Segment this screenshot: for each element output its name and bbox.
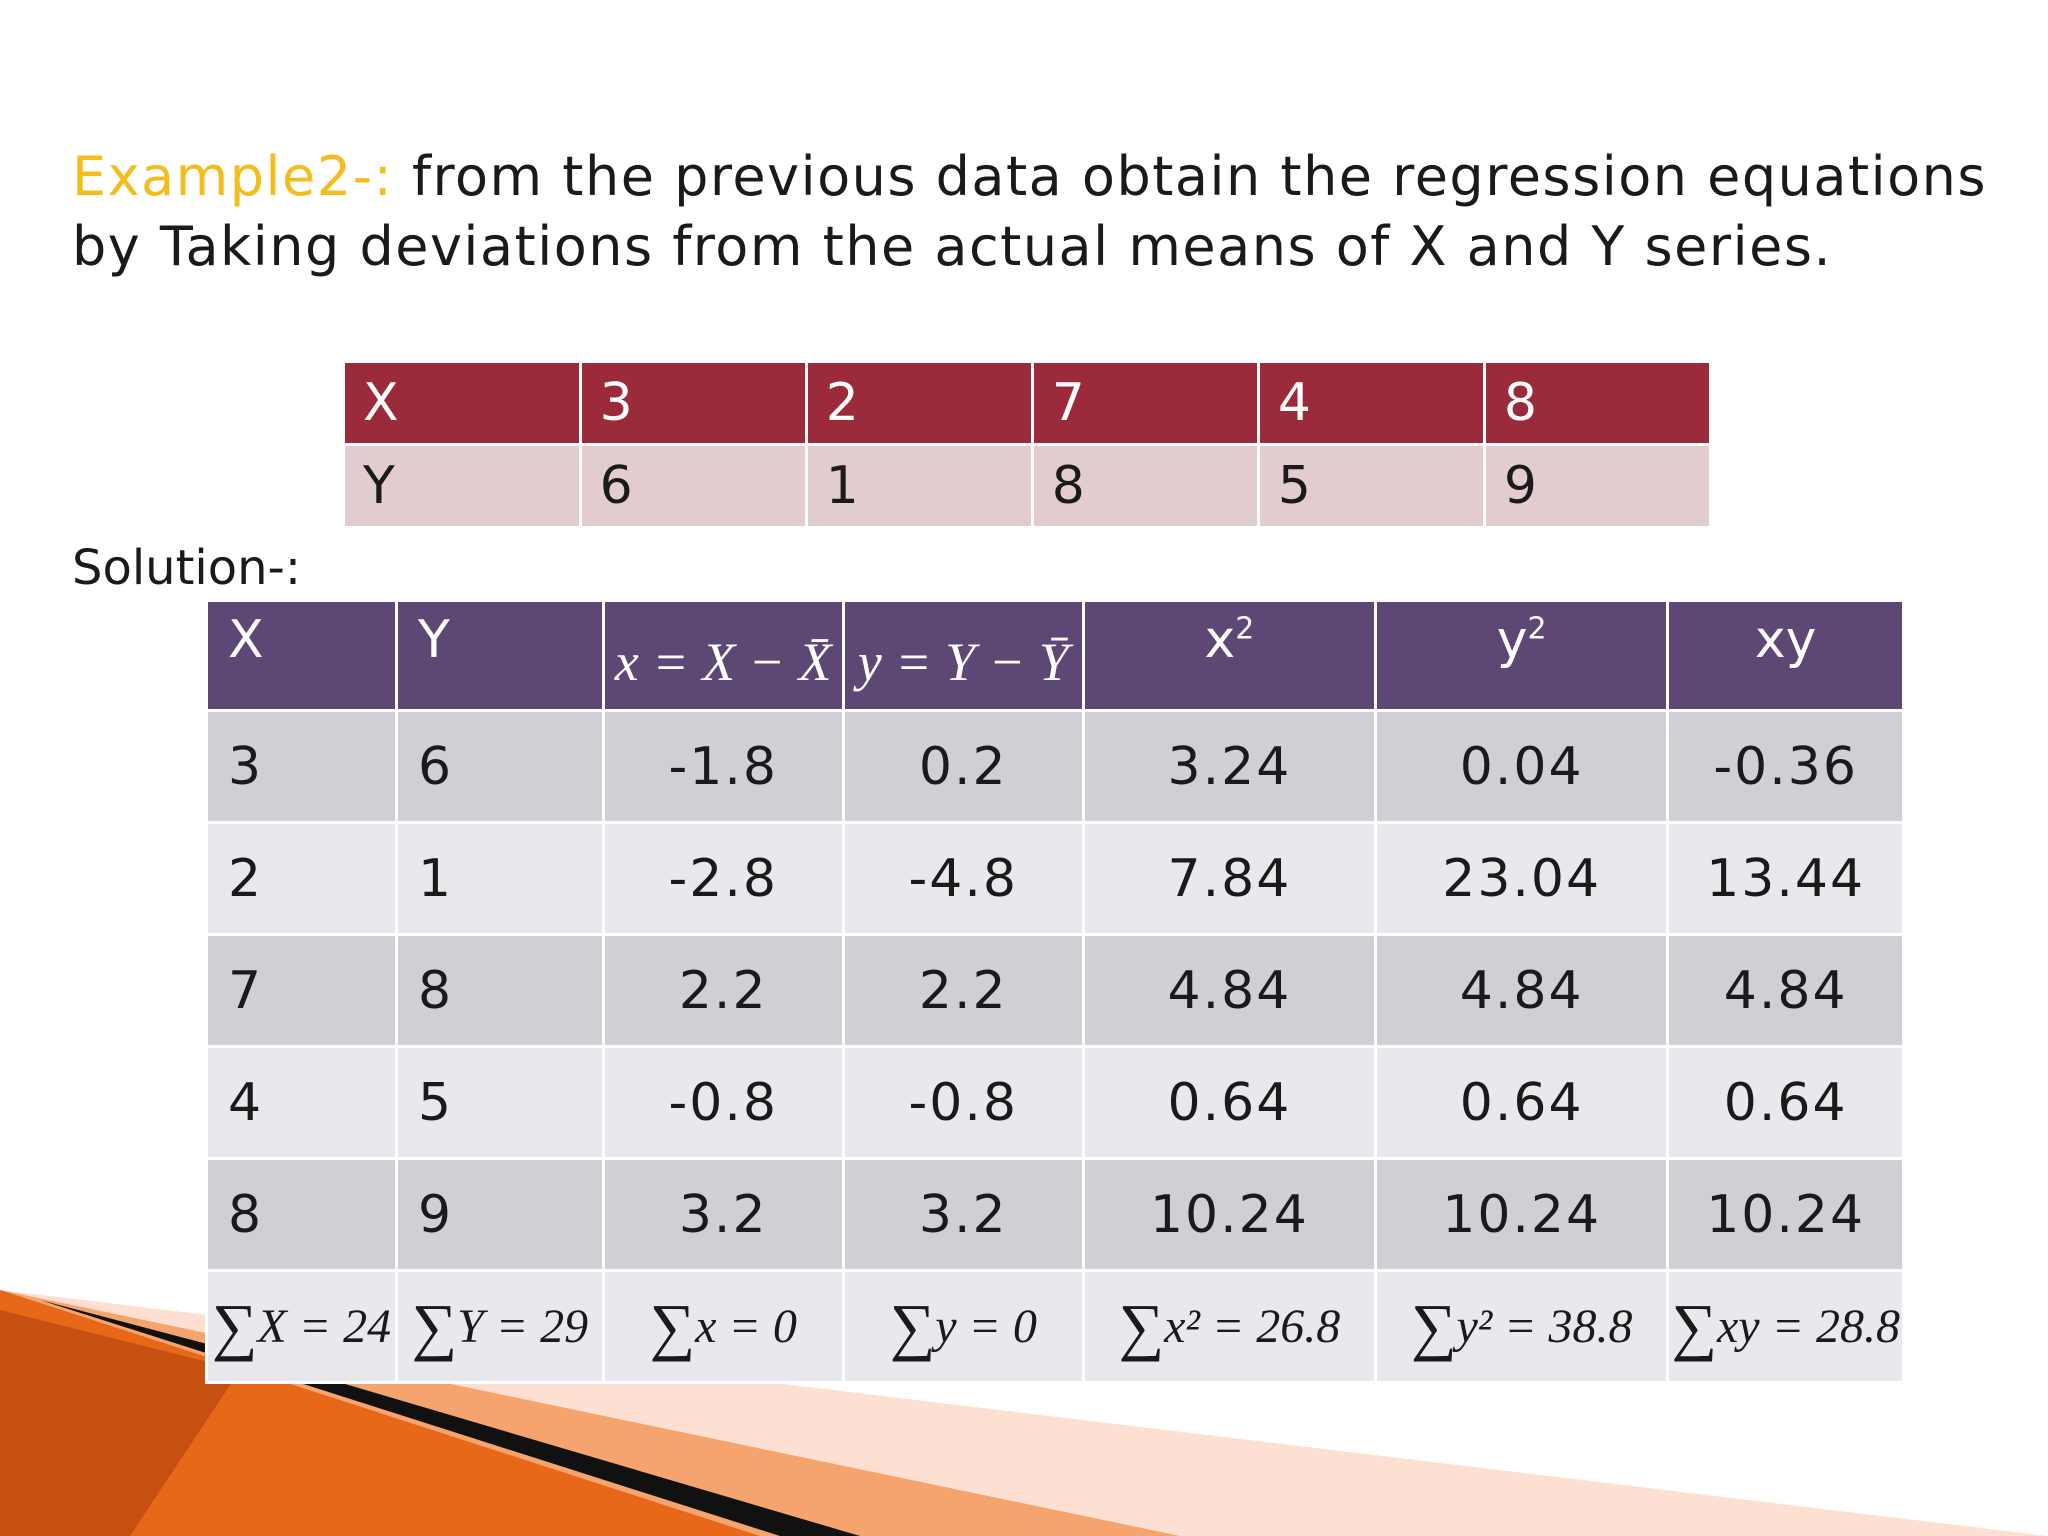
table-cell: 6 — [394, 709, 605, 824]
table-cell: -0.8 — [841, 1045, 1085, 1160]
sum-y-value: Y = 29 — [457, 1299, 589, 1353]
slide-heading: Example2-: from the previous data obtain… — [72, 142, 2002, 282]
header-x-squared-exponent: 2 — [1235, 611, 1255, 647]
header-y-squared: y2 — [1374, 599, 1670, 712]
sigma-symbol: ∑ — [1118, 1290, 1165, 1362]
table-cell: 23.04 — [1374, 821, 1670, 936]
data-table-x-row: X 3 2 7 4 8 — [342, 360, 1713, 446]
table-row: 4 5 -0.8 -0.8 0.64 0.64 0.64 — [205, 1045, 1905, 1160]
table-cell: 10.24 — [1374, 1157, 1670, 1272]
header-deviation-y: y = Y − Ȳ — [841, 599, 1085, 712]
table-cell: -0.36 — [1666, 709, 1905, 824]
sum-dev-y: ∑y = 0 — [841, 1269, 1085, 1384]
data-cell: 6 — [578, 443, 808, 529]
table-cell: 8 — [394, 933, 605, 1048]
sum-y-squared-value: y² = 38.8 — [1456, 1299, 1633, 1353]
solution-label: Solution-: — [72, 540, 302, 596]
table-cell: 4.84 — [1081, 933, 1378, 1048]
table-cell: 0.64 — [1666, 1045, 1905, 1160]
heading-text: from the previous data obtain the regres… — [72, 145, 1988, 278]
table-cell: 4.84 — [1666, 933, 1905, 1048]
table-cell: -4.8 — [841, 821, 1085, 936]
sum-dev-x-value: x = 0 — [695, 1299, 797, 1353]
table-cell: 3.24 — [1081, 709, 1378, 824]
sigma-symbol: ∑ — [649, 1290, 696, 1362]
sum-y: ∑Y = 29 — [394, 1269, 605, 1384]
table-cell: -2.8 — [601, 821, 845, 936]
table-cell: 3.2 — [841, 1157, 1085, 1272]
table-cell: -1.8 — [601, 709, 845, 824]
table-cell: 0.04 — [1374, 709, 1670, 824]
sigma-symbol: ∑ — [211, 1290, 258, 1362]
data-cell: 2 — [804, 360, 1034, 446]
header-y-squared-exponent: 2 — [1527, 611, 1547, 647]
sum-dev-x: ∑x = 0 — [601, 1269, 845, 1384]
table-row: 3 6 -1.8 0.2 3.24 0.04 -0.36 — [205, 709, 1905, 824]
sum-row: ∑X = 24 ∑Y = 29 ∑x = 0 ∑y = 0 ∑x² = 26.8… — [205, 1269, 1905, 1384]
solution-body: 3 6 -1.8 0.2 3.24 0.04 -0.36 2 1 -2.8 -4.8 7.84 23.0… — [205, 709, 1905, 1272]
table-cell: 0.64 — [1081, 1045, 1378, 1160]
data-cell: Y — [342, 443, 582, 529]
example-label: Example2-: — [72, 145, 394, 208]
solution-header-row: X Y x = X − X̄ y = Y − Ȳ x2 y2 xy — [205, 599, 1905, 712]
data-cell: 3 — [578, 360, 808, 446]
sum-dev-y-value: y = 0 — [935, 1299, 1037, 1353]
table-cell: 0.64 — [1374, 1045, 1670, 1160]
sigma-symbol: ∑ — [1671, 1290, 1717, 1362]
sigma-symbol: ∑ — [1410, 1290, 1457, 1362]
data-cell: 7 — [1030, 360, 1260, 446]
table-cell: 10.24 — [1666, 1157, 1905, 1272]
table-cell: 2 — [205, 821, 398, 936]
sigma-symbol: ∑ — [889, 1290, 936, 1362]
solution-table: X Y x = X − X̄ y = Y − Ȳ x2 y2 xy 3 6 -1.8… — [205, 599, 1905, 1384]
table-row: 2 1 -2.8 -4.8 7.84 23.04 13.44 — [205, 821, 1905, 936]
sigma-symbol: ∑ — [411, 1290, 458, 1362]
header-deviation-x: x = X − X̄ — [601, 599, 845, 712]
table-cell: -0.8 — [601, 1045, 845, 1160]
table-cell: 3 — [205, 709, 398, 824]
sum-x-value: X = 24 — [257, 1299, 392, 1353]
sum-x: ∑X = 24 — [205, 1269, 398, 1384]
table-cell: 7.84 — [1081, 821, 1378, 936]
table-cell: 13.44 — [1666, 821, 1905, 936]
table-row: 8 9 3.2 3.2 10.24 10.24 10.24 — [205, 1157, 1905, 1272]
header-xy: xy — [1666, 599, 1905, 712]
sum-xy-value: xy = 28.8 — [1716, 1299, 1900, 1353]
table-cell: 5 — [394, 1045, 605, 1160]
header-x: X — [205, 599, 398, 712]
table-cell: 2.2 — [841, 933, 1085, 1048]
data-table: X 3 2 7 4 8 Y 6 1 8 5 9 — [342, 360, 1713, 529]
data-cell: 4 — [1256, 360, 1486, 446]
table-cell: 3.2 — [601, 1157, 845, 1272]
header-x-squared-base: x — [1204, 610, 1236, 670]
table-cell: 9 — [394, 1157, 605, 1272]
sum-y-squared: ∑y² = 38.8 — [1374, 1269, 1670, 1384]
data-cell: 5 — [1256, 443, 1486, 529]
data-cell: 8 — [1030, 443, 1260, 529]
header-y-squared-base: y — [1496, 610, 1528, 670]
table-cell: 7 — [205, 933, 398, 1048]
header-x-squared: x2 — [1081, 599, 1378, 712]
sum-x-squared-value: x² = 26.8 — [1164, 1299, 1341, 1353]
sum-xy: ∑xy = 28.8 — [1666, 1269, 1905, 1384]
sum-x-squared: ∑x² = 26.8 — [1081, 1269, 1378, 1384]
table-row: 7 8 2.2 2.2 4.84 4.84 4.84 — [205, 933, 1905, 1048]
data-cell: X — [342, 360, 582, 446]
table-cell: 0.2 — [841, 709, 1085, 824]
data-table-y-row: Y 6 1 8 5 9 — [342, 443, 1713, 529]
data-cell: 8 — [1482, 360, 1713, 446]
data-cell: 1 — [804, 443, 1034, 529]
table-cell: 2.2 — [601, 933, 845, 1048]
table-cell: 8 — [205, 1157, 398, 1272]
data-cell: 9 — [1482, 443, 1713, 529]
header-y: Y — [394, 599, 605, 712]
table-cell: 10.24 — [1081, 1157, 1378, 1272]
table-cell: 1 — [394, 821, 605, 936]
table-cell: 4.84 — [1374, 933, 1670, 1048]
table-cell: 4 — [205, 1045, 398, 1160]
